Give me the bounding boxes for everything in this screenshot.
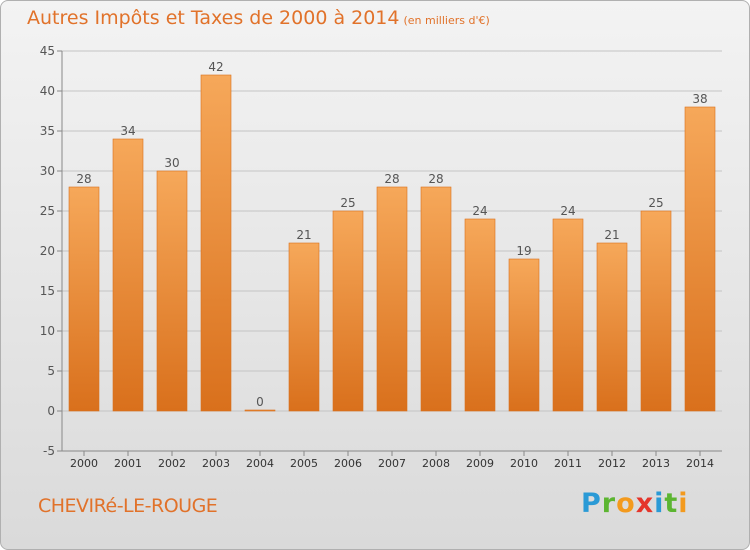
logo-letter: x [635, 488, 655, 519]
x-tick-label: 2012 [598, 457, 626, 470]
y-tick-label: 30 [40, 164, 55, 178]
x-tick-label: 2009 [466, 457, 494, 470]
commune-name: CHEVIRé-LE-ROUGE [38, 495, 218, 517]
x-tick-label: 2008 [422, 457, 450, 470]
bar [376, 186, 408, 412]
bar-value-label: 38 [692, 92, 707, 106]
bar [420, 186, 452, 412]
y-tick-label: 25 [40, 204, 55, 218]
x-tick-label: 2007 [378, 457, 406, 470]
y-tick-label: 0 [47, 404, 55, 418]
bar [552, 218, 584, 412]
x-tick-label: 2000 [70, 457, 98, 470]
bar [508, 258, 540, 412]
x-tick-label: 2010 [510, 457, 538, 470]
y-tick-label: 15 [40, 284, 55, 298]
bar [244, 409, 276, 412]
logo-letter: P [581, 488, 602, 519]
bar-value-label: 28 [384, 172, 399, 186]
x-tick-label: 2014 [686, 457, 714, 470]
y-tick-label: -5 [43, 444, 55, 458]
bar [156, 170, 188, 412]
logo-letter: r [601, 488, 617, 519]
bar [596, 242, 628, 412]
logo-letter: i [654, 488, 665, 519]
bar [464, 218, 496, 412]
bar-value-label: 21 [604, 228, 619, 242]
bar [640, 210, 672, 412]
bar [200, 74, 232, 412]
chart-title-text: Autres Impôts et Taxes de 2000 à 2014 [27, 7, 400, 29]
bar-value-label: 24 [472, 204, 487, 218]
bar-value-label: 42 [208, 60, 223, 74]
bar-value-label: 24 [560, 204, 575, 218]
x-tick-label: 2011 [554, 457, 582, 470]
bar-value-label: 30 [164, 156, 179, 170]
bar-value-label: 28 [76, 172, 91, 186]
bar-value-label: 34 [120, 124, 135, 138]
bar-value-label: 21 [296, 228, 311, 242]
x-tick-label: 2006 [334, 457, 362, 470]
y-tick-label: 45 [40, 44, 55, 58]
bar [112, 138, 144, 412]
chart-unit: (en milliers d'€) [403, 14, 490, 27]
logo-letter: o [616, 488, 636, 519]
bar-value-label: 25 [340, 196, 355, 210]
chart-title: Autres Impôts et Taxes de 2000 à 2014 (en… [27, 7, 490, 29]
x-tick-label: 2002 [158, 457, 186, 470]
bar-value-label: 25 [648, 196, 663, 210]
bar [288, 242, 320, 412]
x-tick-label: 2013 [642, 457, 670, 470]
logo-letter: i [678, 488, 689, 519]
logo-letter: t [664, 488, 679, 519]
bar-value-label: 28 [428, 172, 443, 186]
x-tick-label: 2005 [290, 457, 318, 470]
bar-value-label: 19 [516, 244, 531, 258]
x-tick-label: 2001 [114, 457, 142, 470]
bar [332, 210, 364, 412]
y-tick-label: 10 [40, 324, 55, 338]
y-tick-label: 35 [40, 124, 55, 138]
bar-value-label: 0 [256, 395, 264, 409]
y-tick-label: 20 [40, 244, 55, 258]
x-tick-label: 2004 [246, 457, 274, 470]
bar [684, 106, 716, 412]
proxiti-logo[interactable]: Proxiti [581, 488, 689, 519]
y-tick-label: 40 [40, 84, 55, 98]
bar [68, 186, 100, 412]
x-tick-label: 2003 [202, 457, 230, 470]
y-tick-label: 5 [47, 364, 55, 378]
